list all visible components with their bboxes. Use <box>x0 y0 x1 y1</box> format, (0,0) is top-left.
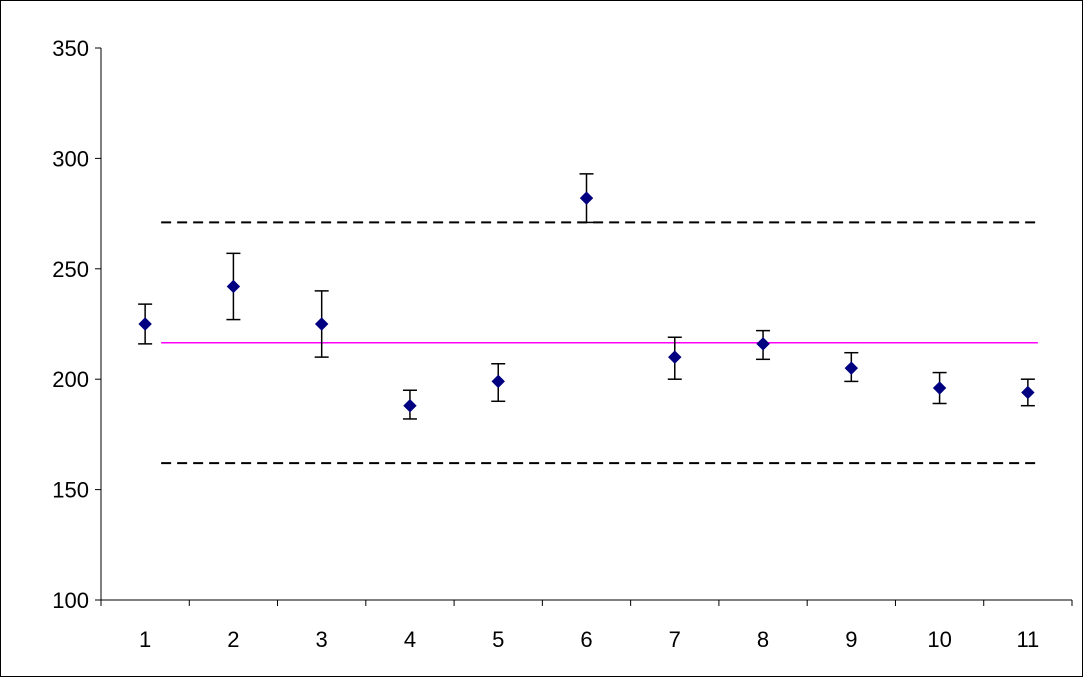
data-point-diamond <box>579 191 594 205</box>
data-point-diamond <box>314 317 329 331</box>
y-tick-label: 250 <box>52 257 89 282</box>
y-tick-label: 200 <box>52 367 89 392</box>
axes: 100 150 200 250 300 350 1 2 3 4 5 6 7 8 9 10 11 <box>52 36 1073 652</box>
data-point-diamond <box>668 350 682 364</box>
y-tick-label: 100 <box>52 588 89 613</box>
x-tick-label: 2 <box>227 627 239 652</box>
x-tick-label: 7 <box>669 627 681 652</box>
x-tick-label: 11 <box>1016 627 1039 652</box>
x-tick-label: 9 <box>845 627 857 652</box>
x-tick-label: 4 <box>404 627 416 652</box>
data-point-diamond <box>756 337 770 351</box>
data-point-diamond <box>932 381 947 395</box>
data-points <box>138 191 1035 413</box>
data-point-diamond <box>1021 385 1035 400</box>
y-tick-label: 350 <box>52 36 89 61</box>
x-tick-label: 5 <box>492 627 504 652</box>
x-tick-label: 6 <box>580 627 592 652</box>
x-tick-label: 1 <box>139 627 151 652</box>
x-tick-label: 3 <box>316 627 328 652</box>
y-tick-label: 150 <box>52 478 89 503</box>
error-bars <box>138 173 1035 420</box>
reference-lines <box>161 221 1038 465</box>
x-tick-label: 8 <box>757 627 769 652</box>
data-point-diamond <box>403 398 417 413</box>
data-point-diamond <box>844 361 859 375</box>
data-point-diamond <box>491 374 505 389</box>
data-point-diamond <box>138 317 152 331</box>
y-tick-label: 300 <box>52 146 89 171</box>
x-tick-label: 10 <box>927 627 951 652</box>
data-point-diamond <box>226 279 241 294</box>
